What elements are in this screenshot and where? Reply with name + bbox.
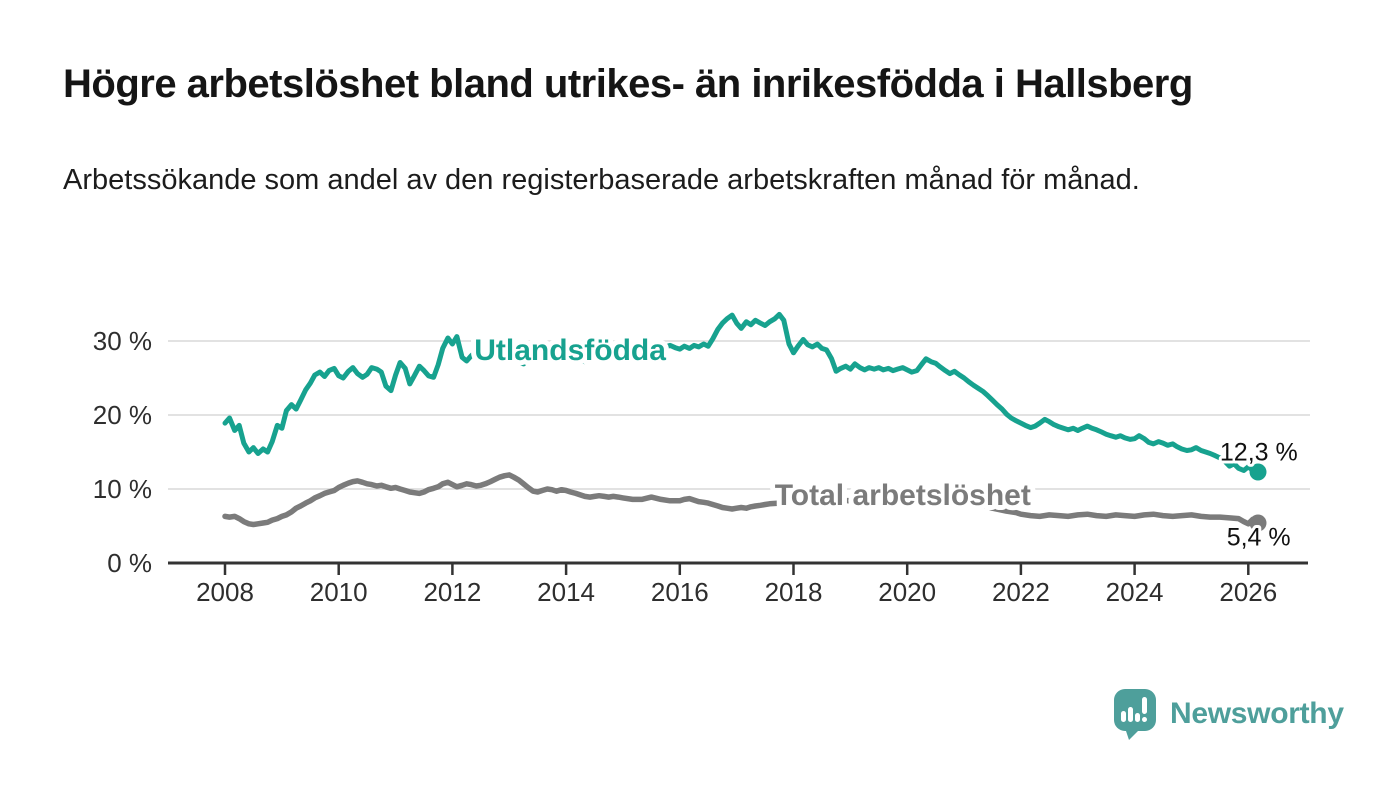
chart-title: Högre arbetslöshet bland utrikes- än inr… [63, 62, 1193, 106]
x-tick-label: 2014 [537, 577, 595, 607]
x-tick-label: 2024 [1106, 577, 1164, 607]
y-tick-label: 20 % [93, 400, 152, 430]
x-tick-label: 2020 [878, 577, 936, 607]
series-line-total [222, 472, 1261, 528]
x-tick-label: 2016 [651, 577, 709, 607]
newsworthy-logo-text: Newsworthy [1170, 697, 1344, 730]
x-tick-label: 2026 [1219, 577, 1277, 607]
speech-bubble-bar-chart-icon [1114, 689, 1156, 740]
y-tick-label: 10 % [93, 474, 152, 504]
x-tick-label: 2008 [196, 577, 254, 607]
y-tick-label: 0 % [107, 548, 152, 578]
y-tick-label: 30 % [93, 326, 152, 356]
x-tick-label: 2012 [423, 577, 481, 607]
series-label-utlandsfodda: Utlandsfödda [474, 334, 666, 367]
chart-subtitle: Arbetssökande som andel av den registerb… [63, 164, 1140, 196]
series-line-utlandsfodda [222, 311, 1261, 475]
x-tick-label: 2010 [310, 577, 368, 607]
x-tick-label: 2018 [765, 577, 823, 607]
series-end-dot-utlandsfodda [1249, 463, 1267, 481]
unemployment-line-chart: 2008 2010 2012 2014 2016 2018 2020 2022 2024 2026… [93, 311, 1310, 607]
x-tick-label: 2022 [992, 577, 1050, 607]
end-value-label-total: 5,4 % [1227, 523, 1291, 551]
end-value-label-utlandsfodda: 12,3 % [1220, 438, 1298, 466]
series-end-dot-total [1249, 514, 1267, 532]
newsworthy-logo[interactable]: Newsworthy [1113, 688, 1344, 740]
series-label-total: Total arbetslöshet [775, 479, 1031, 512]
